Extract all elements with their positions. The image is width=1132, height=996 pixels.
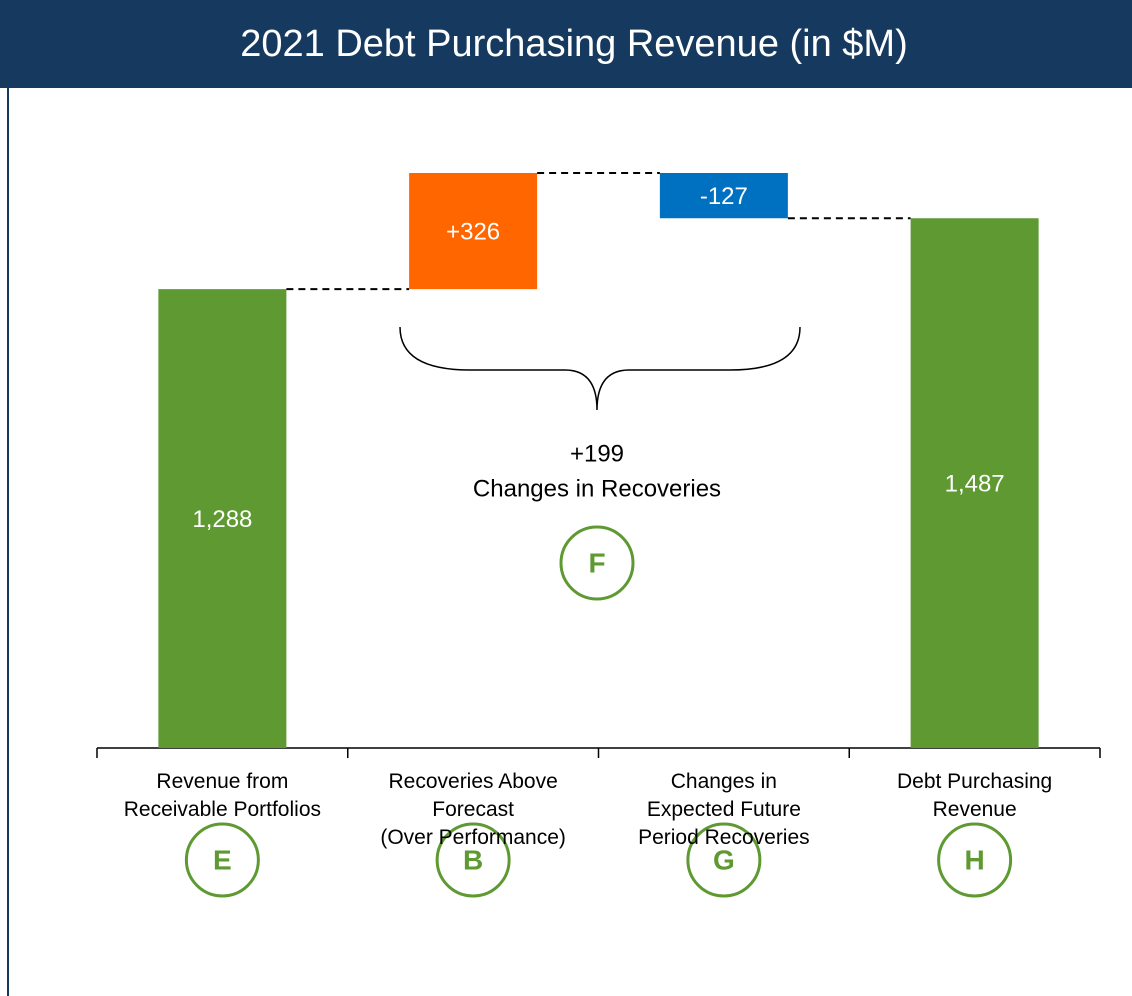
marker-circle	[184, 822, 260, 898]
value-label: -127	[700, 183, 748, 210]
header-band	[0, 0, 1132, 88]
chart-title: 2021 Debt Purchasing Revenue (in $M)	[240, 23, 908, 65]
bar	[158, 289, 287, 748]
category-label: Debt Purchasing Revenue	[896, 770, 1053, 821]
value-label: 1,288	[192, 506, 252, 533]
marker-letter: B	[463, 844, 483, 875]
brace-value: +199	[570, 440, 624, 467]
bar	[409, 173, 538, 290]
value-label: +326	[446, 218, 500, 245]
brace-label: Changes in Recoveries	[473, 475, 721, 502]
marker-letter: G	[713, 844, 735, 875]
marker-letter: H	[965, 844, 985, 875]
category-label: Revenue from Receivable Portfolios	[123, 770, 321, 821]
category-label: Recoveries Above Forecast (Over Performa…	[380, 770, 566, 849]
marker-circle	[686, 822, 762, 898]
brace	[399, 326, 801, 411]
marker-circle	[937, 822, 1013, 898]
category-label: Changes in Expected Future Period Recove…	[638, 770, 810, 849]
value-label: 1,487	[945, 470, 1005, 497]
marker-circle	[559, 525, 635, 601]
bar	[659, 173, 788, 219]
marker-letter: F	[588, 547, 605, 578]
marker-letter: E	[213, 844, 232, 875]
marker-circle	[435, 822, 511, 898]
bar	[910, 218, 1039, 748]
